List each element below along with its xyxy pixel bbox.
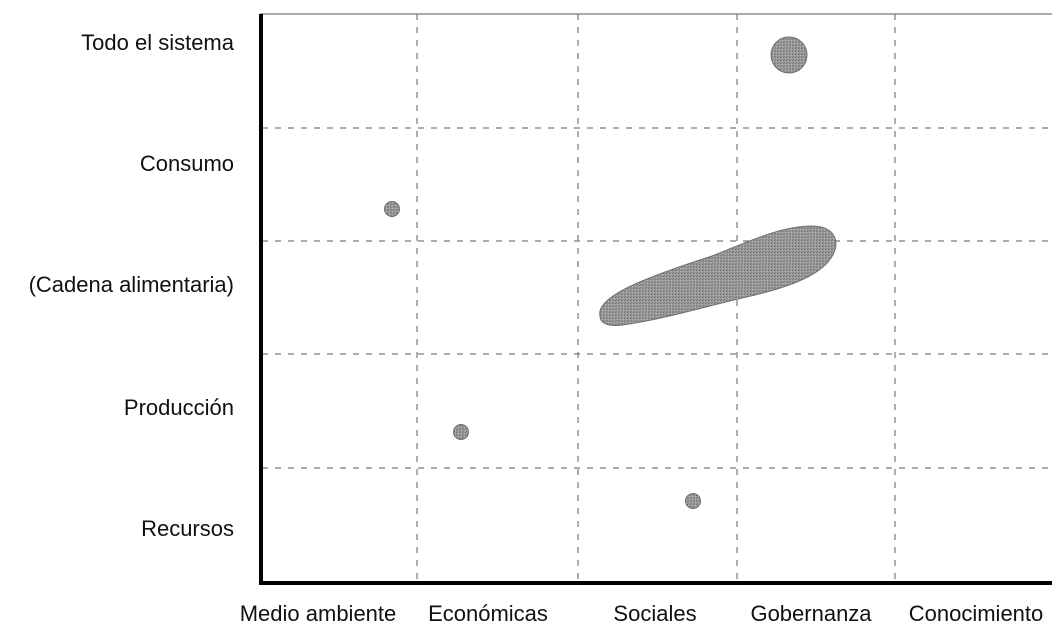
horizontal-gridlines	[262, 127, 1052, 469]
x-label-sociales: Sociales	[613, 601, 697, 626]
y-label-produccion: Producción	[123, 395, 234, 420]
x-label-conocimiento: Conocimiento	[908, 601, 1044, 626]
region-blob-sociales-gobernanza	[599, 225, 837, 326]
x-label-medio-ambiente: Medio ambiente	[239, 601, 397, 626]
point-gobernanza-todo-el-sistema	[770, 36, 808, 74]
y-label-todo-el-sistema: Todo el sistema	[81, 30, 234, 55]
point-economicas-produccion	[453, 424, 469, 440]
y-label-cadena-alimentaria: (Cadena alimentaria)	[28, 272, 234, 297]
x-label-gobernanza: Gobernanza	[750, 601, 872, 626]
point-medio-ambiente-consumo	[384, 201, 400, 217]
x-label-economicas: Económicas	[428, 601, 548, 626]
vertical-gridlines	[416, 14, 896, 582]
point-sociales-recursos	[685, 493, 701, 509]
y-label-consumo: Consumo	[139, 151, 234, 176]
y-label-recursos: Recursos	[141, 516, 234, 541]
